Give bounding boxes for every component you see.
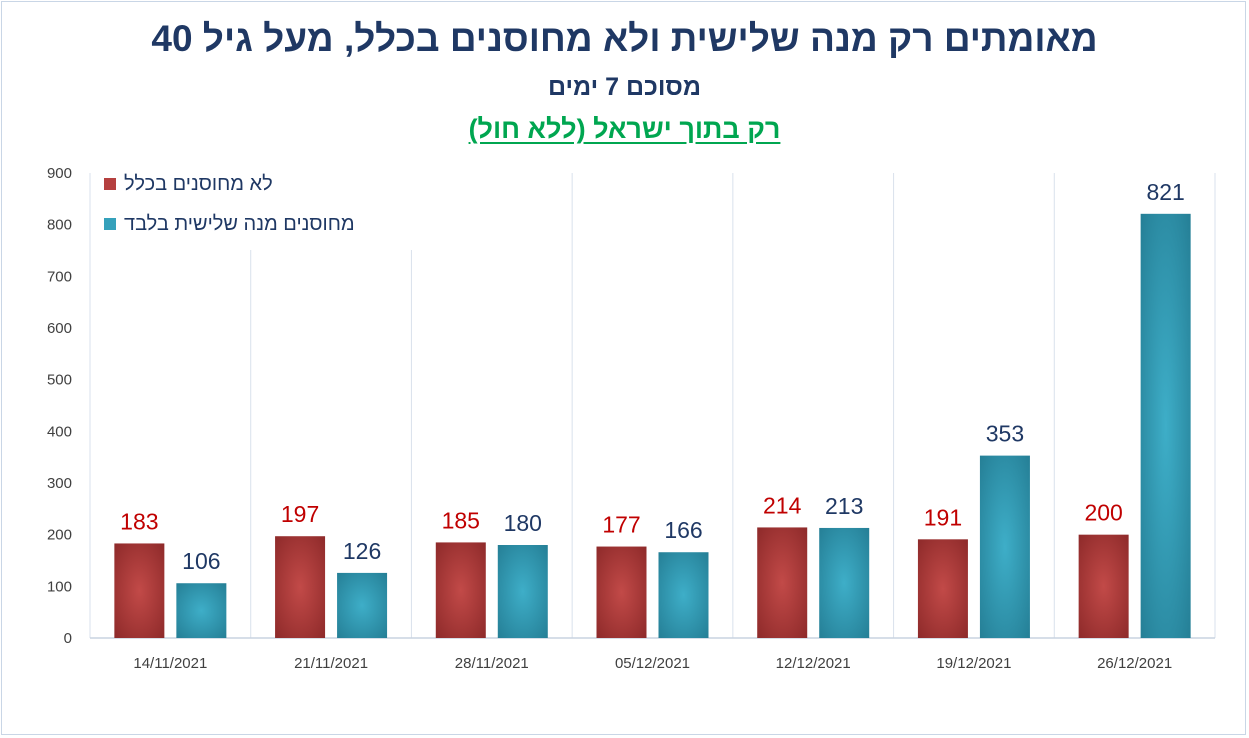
y-tick-label: 900 [47,165,72,182]
y-tick-label: 200 [47,527,72,544]
data-label-third-dose: 126 [343,538,381,564]
data-label-third-dose: 353 [986,421,1024,447]
bar-third-dose [979,455,1030,638]
y-tick-label: 300 [47,475,72,492]
x-tick-label: 12/12/2021 [776,655,851,672]
legend-label-third-dose: מחוסנים מנה שלישית בלבד [124,212,355,235]
legend-item-third-dose: מחוסנים מנה שלישית בלבד [104,211,355,237]
x-tick-label: 05/12/2021 [615,655,690,672]
legend-item-not-vaccinated: לא מחוסנים בכלל [104,171,273,197]
bar-not-vaccinated [275,536,326,638]
legend-swatch-not-vaccinated [104,178,116,190]
y-tick-label: 700 [47,268,72,285]
data-labels: 183 106 197 126 185 180 177 166 214 213 191 353 200 8… [120,179,1185,574]
bar-not-vaccinated [917,539,968,638]
bar-third-dose [1140,213,1191,639]
chart-note: רק בתוך ישראל (ללא חול) [468,114,781,144]
x-tick-label: 19/12/2021 [936,655,1011,672]
bar-third-dose [658,552,709,638]
data-label-third-dose: 106 [182,548,220,574]
data-label-not-vaccinated: 200 [1084,500,1122,526]
y-tick-label: 0 [64,630,72,647]
x-tick-label: 21/11/2021 [294,655,368,672]
legend-swatch-third-dose [104,218,116,230]
y-tick-label: 500 [47,372,72,389]
bar-not-vaccinated [596,546,647,638]
bar-not-vaccinated [114,543,165,638]
bar-not-vaccinated [435,542,486,638]
y-tick-label: 400 [47,423,72,440]
x-tick-label: 26/12/2021 [1097,655,1172,672]
data-label-not-vaccinated: 197 [281,501,319,527]
bar-third-dose [337,572,388,638]
data-label-not-vaccinated: 177 [602,512,640,538]
data-label-third-dose: 821 [1146,179,1184,205]
x-tick-label: 28/11/2021 [455,655,529,672]
bar-not-vaccinated [1078,534,1129,638]
legend: לא מחוסנים בכלל מחוסנים מנה שלישית בלבד [104,168,414,250]
bar-third-dose [819,527,870,638]
chart-subtitle: מסוכם 7 ימים [547,73,702,101]
data-label-not-vaccinated: 191 [924,504,962,530]
y-tick-label: 100 [47,578,72,595]
data-label-not-vaccinated: 183 [120,508,158,534]
y-tick-label: 800 [47,217,72,234]
data-label-third-dose: 213 [825,493,863,519]
data-label-not-vaccinated: 185 [442,507,480,533]
bar-third-dose [497,545,548,638]
grid-lines [89,173,1216,638]
data-label-third-dose: 180 [504,510,542,536]
x-tick-label: 14/11/2021 [133,655,207,672]
bar-not-vaccinated [757,527,808,638]
chart-title: מאומתים רק מנה שלישית ולא מחוסנים בכלל, … [151,18,1098,59]
y-tick-label: 600 [47,320,72,337]
data-label-not-vaccinated: 214 [763,492,802,518]
bar-third-dose [176,583,227,638]
bars [114,213,1191,639]
legend-label-not-vaccinated: לא מחוסנים בכלל [124,172,273,195]
data-label-third-dose: 166 [664,517,702,543]
